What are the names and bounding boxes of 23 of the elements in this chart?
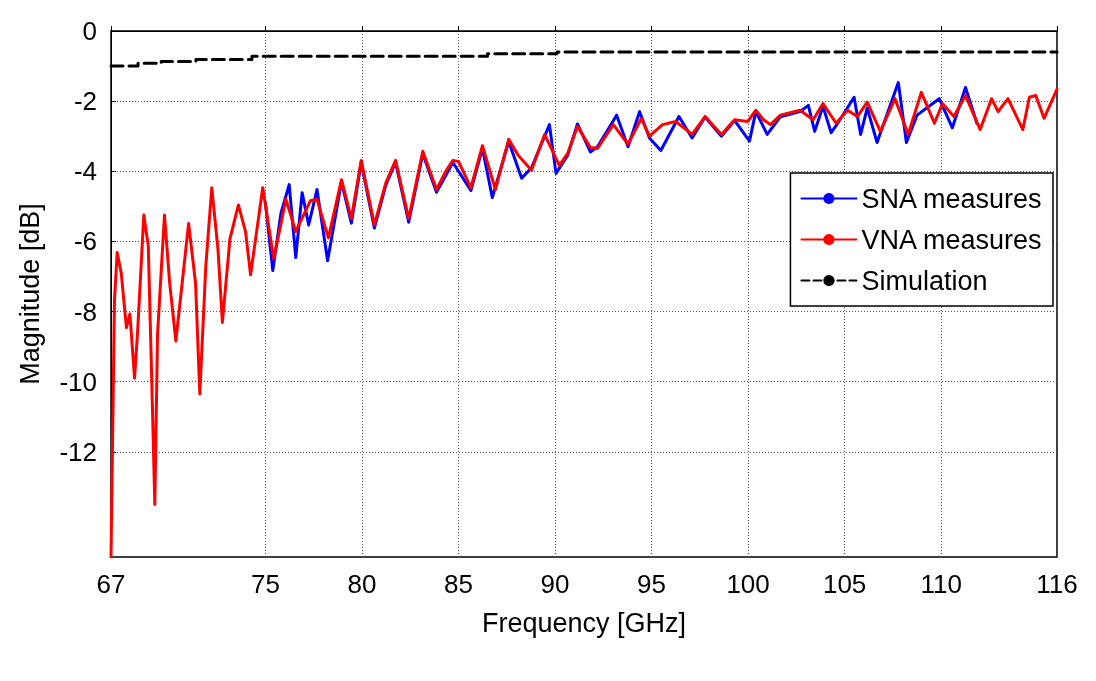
x-tick-label: 85 — [444, 569, 473, 599]
y-tick-label: -4 — [73, 156, 97, 187]
y-tick-label: -8 — [73, 296, 97, 327]
x-tick-label: 100 — [726, 569, 770, 599]
y-tick-label: -6 — [73, 226, 97, 257]
x-tick-label: 95 — [637, 569, 667, 599]
legend-label: Simulation — [861, 265, 988, 296]
x-tick-label: 80 — [347, 569, 377, 599]
x-tick-label: 90 — [540, 569, 570, 599]
y-tick-label: -12 — [59, 436, 97, 467]
x-tick-label: 110 — [920, 569, 962, 599]
x-axis-title: Frequency [GHz] — [481, 607, 687, 638]
x-tick-label: 116 — [1036, 569, 1078, 599]
line-series — [109, 87, 1059, 559]
y-tick-label: -10 — [59, 366, 97, 397]
y-tick-label: 0 — [82, 16, 97, 46]
y-axis-title: Magnitude [dB] — [14, 203, 45, 385]
x-tick-label: 105 — [822, 569, 867, 599]
legend-label: SNA measures — [861, 183, 1042, 214]
x-tick-label: 75 — [250, 569, 280, 599]
x-tick-label: 67 — [96, 569, 126, 599]
legend-label: VNA measures — [861, 224, 1042, 255]
y-tick-label: -2 — [73, 86, 97, 117]
